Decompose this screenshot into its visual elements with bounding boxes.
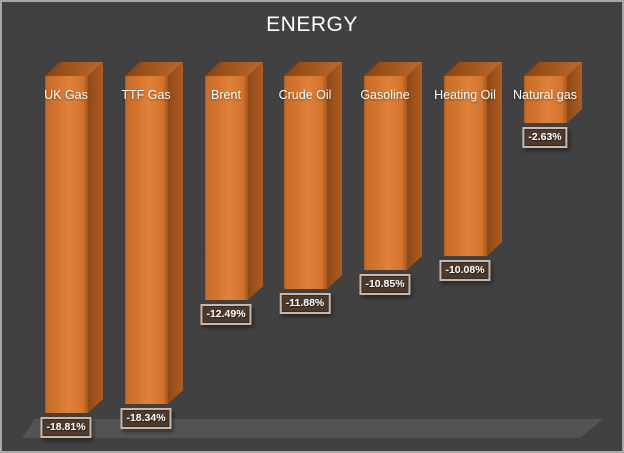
bar-side-face <box>327 62 342 289</box>
bar-top-face <box>45 62 103 76</box>
bar-top-face <box>364 62 422 76</box>
chart-floor <box>22 419 603 438</box>
value-label: -10.85% <box>359 274 411 295</box>
bar-top-face <box>125 62 183 76</box>
category-label: Brent <box>211 88 241 102</box>
category-label: Natural gas <box>513 88 577 102</box>
bar-side-face <box>567 62 582 123</box>
bar-natural-gas[interactable]: Natural gas -2.63% <box>513 62 582 153</box>
value-label: -10.08% <box>439 260 491 281</box>
bar-heating-oil[interactable]: Heating Oil -10.08% <box>434 62 502 286</box>
value-label: -12.49% <box>200 304 252 325</box>
bar-front-face <box>524 76 567 123</box>
bar-side-face <box>168 62 183 404</box>
bar-crude-oil[interactable]: Crude Oil -11.88% <box>279 62 342 319</box>
value-label: -18.81% <box>40 417 92 438</box>
bar-ttf-gas[interactable]: TTF Gas -18.34% <box>120 62 183 434</box>
category-label: TTF Gas <box>121 88 171 102</box>
value-label: -11.88% <box>279 293 331 314</box>
value-label: -18.34% <box>120 408 172 429</box>
bar-top-face <box>205 62 263 76</box>
bar-uk-gas[interactable]: UK Gas -18.81% <box>40 62 103 443</box>
bar-gasoline[interactable]: Gasoline -10.85% <box>359 62 422 300</box>
bar-front-face <box>284 76 327 289</box>
bar-front-face <box>125 76 168 404</box>
bar-front-face <box>45 76 88 413</box>
bar-front-face <box>444 76 487 256</box>
category-label: UK Gas <box>44 88 88 102</box>
value-label: -2.63% <box>522 127 568 148</box>
bar-side-face <box>487 62 502 256</box>
bar-brent[interactable]: Brent -12.49% <box>200 62 263 330</box>
bar-side-face <box>88 62 103 413</box>
category-label: Crude Oil <box>278 88 332 102</box>
chart-title: ENERGY <box>266 13 358 36</box>
bar-side-face <box>248 62 263 300</box>
bar-side-face <box>407 62 422 270</box>
bar-top-face <box>284 62 342 76</box>
bar-front-face <box>205 76 248 300</box>
category-label: Heating Oil <box>434 88 496 102</box>
bar-top-face <box>524 62 582 76</box>
category-label: Gasoline <box>360 88 410 102</box>
bar-front-face <box>364 76 407 270</box>
bar-top-face <box>444 62 502 76</box>
